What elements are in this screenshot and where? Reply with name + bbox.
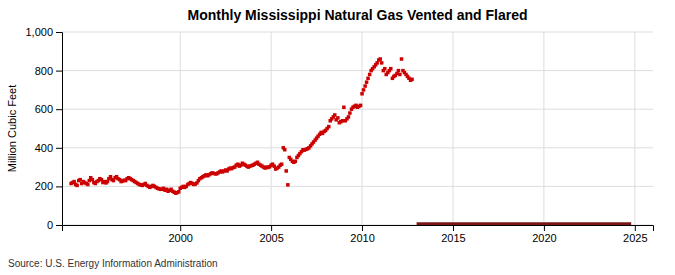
tick-label: 0 (47, 219, 53, 231)
tick-label: 2020 (532, 232, 556, 244)
tick-mark (362, 225, 363, 231)
tick-label: 1,000 (25, 26, 53, 38)
grid-line (452, 32, 453, 225)
point (368, 73, 372, 77)
grid-line (62, 70, 653, 71)
point (380, 61, 384, 65)
scatter-series (69, 57, 413, 195)
point (366, 77, 370, 81)
grid (62, 32, 653, 225)
point (75, 184, 79, 188)
tick-label: 400 (35, 142, 53, 154)
point (78, 178, 82, 182)
point (378, 57, 382, 61)
y-axis-title: Million Cubic Feet (6, 85, 18, 172)
point (336, 116, 340, 120)
tick-mark (56, 109, 62, 110)
point (327, 125, 331, 129)
tick-label: 200 (35, 180, 53, 192)
tick-mark (180, 225, 181, 231)
tick-mark (453, 225, 454, 231)
tick-mark (271, 225, 272, 231)
tick-mark (56, 32, 62, 33)
tick-mark (635, 225, 636, 231)
tick-label: 2010 (350, 232, 374, 244)
point (286, 183, 290, 187)
tick: 800 (35, 65, 62, 77)
point (398, 73, 402, 77)
point (397, 69, 401, 73)
tick-label: 600 (35, 103, 53, 115)
tick-mark (56, 225, 62, 226)
tick: 1,000 (25, 26, 62, 38)
tick: 2000 (168, 225, 192, 244)
grid-line (543, 32, 544, 225)
point (363, 84, 367, 88)
point (177, 190, 181, 194)
x-axis: 2000 2005 2010 2015 2020 2025 (63, 225, 654, 244)
tick-label: 2025 (623, 232, 647, 244)
tick-label: 800 (35, 65, 53, 77)
marks (69, 57, 631, 224)
line (417, 222, 632, 225)
grid-line (62, 147, 653, 148)
point (348, 111, 352, 115)
tick: 400 (35, 142, 62, 154)
point (347, 115, 351, 119)
tick-mark (56, 71, 62, 72)
tick-label: 2000 (168, 232, 192, 244)
point (362, 88, 366, 92)
tick: 0 (47, 219, 62, 231)
axis-line (63, 226, 654, 232)
tick: 2015 (441, 225, 465, 244)
tick-mark (56, 186, 62, 187)
tick: 2025 (623, 225, 647, 244)
tick-mark (56, 148, 62, 149)
point (86, 183, 90, 187)
point (280, 162, 284, 166)
point (342, 106, 346, 110)
tick: 600 (35, 103, 62, 115)
grid-line (634, 32, 635, 225)
plot-area: 2000 2005 2010 2015 2020 2025 0 200 400 600 800 1,0… (25, 26, 653, 244)
tick: 2010 (350, 225, 374, 244)
tick-mark (544, 225, 545, 231)
grid-line (62, 32, 653, 33)
chart: 2000 2005 2010 2015 2020 2025 0 200 400 600 800 1,0… (0, 0, 675, 275)
tick: 200 (35, 180, 62, 192)
tick-label: 2015 (441, 232, 465, 244)
tick: 2020 (532, 225, 556, 244)
axis-line (56, 33, 63, 226)
grid-line (180, 32, 181, 225)
point (359, 104, 363, 108)
point (389, 67, 393, 71)
point (410, 78, 414, 82)
point (333, 113, 337, 117)
point (365, 80, 369, 84)
point (360, 92, 364, 96)
y-axis: 0 200 400 600 800 1,000 (25, 26, 62, 231)
annotation: Source: U.S. Energy Information Administ… (8, 258, 218, 269)
grid-line (362, 32, 363, 225)
point (284, 169, 288, 173)
title: Monthly Mississippi Natural Gas Vented a… (188, 7, 528, 23)
tick-label: 2005 (259, 232, 283, 244)
point (283, 148, 287, 152)
point (383, 67, 387, 71)
point (294, 160, 298, 164)
grid-line (271, 32, 272, 225)
tick: 2005 (259, 225, 283, 244)
point (400, 57, 404, 61)
